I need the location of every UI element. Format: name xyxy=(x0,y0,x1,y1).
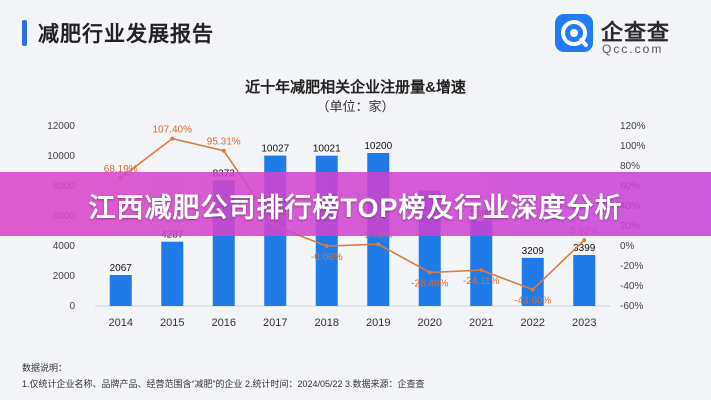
bar-value-label: 2067 xyxy=(110,263,133,274)
bar xyxy=(573,255,596,306)
qcc-logo-icon xyxy=(555,14,593,52)
x-tick-label: 2022 xyxy=(521,317,545,329)
y-right-tick-label: -20% xyxy=(620,261,643,272)
overlay-banner xyxy=(0,172,711,236)
growth-rate-label: 95.31% xyxy=(207,137,241,148)
growth-rate-line xyxy=(120,137,585,291)
x-tick-label: 2018 xyxy=(315,317,339,329)
qcc-logo: 企查查 Qcc.com xyxy=(555,14,700,60)
growth-rate-label: -0.06% xyxy=(311,252,343,263)
growth-rate-label: 107.40% xyxy=(153,125,193,136)
bar-value-label: 3209 xyxy=(522,246,545,257)
bar-value-label: 10027 xyxy=(261,144,289,155)
x-tick-label: 2016 xyxy=(212,317,236,329)
header-accent-bar xyxy=(22,20,27,46)
y-right-tick-label: 120% xyxy=(620,121,646,132)
bar xyxy=(161,241,184,306)
y-left-tick-label: 12000 xyxy=(47,121,75,132)
chart-subtitle: （单位：家） xyxy=(316,99,395,114)
bar-value-label: 10021 xyxy=(313,144,341,155)
y-right-tick-label: 100% xyxy=(620,141,646,152)
x-tick-label: 2019 xyxy=(366,317,390,329)
y-left-tick-label: 2000 xyxy=(53,271,76,282)
growth-rate-point xyxy=(427,270,432,275)
growth-rate-point xyxy=(479,268,484,273)
growth-rate-label: -24.11% xyxy=(463,276,500,287)
y-right-tick-label: 80% xyxy=(620,161,640,172)
y-left-tick-label: 10000 xyxy=(47,151,75,162)
notes-heading: 数据说明： xyxy=(22,363,68,373)
growth-rate-label: -26.49% xyxy=(411,278,448,289)
growth-rate-point xyxy=(324,244,329,249)
x-tick-label: 2023 xyxy=(572,317,596,329)
growth-rate-point xyxy=(170,136,175,141)
x-tick-label: 2014 xyxy=(109,317,133,329)
banner-title: 江西减肥公司排行榜TOP榜及行业深度分析 xyxy=(88,193,623,223)
data-notes: 数据说明： 1.仅统计企业名称、品牌产品、经营范围含“减肥”的企业 2.统计时间… xyxy=(22,360,425,392)
growth-rate-point xyxy=(582,238,587,243)
x-tick-label: 2017 xyxy=(263,317,287,329)
growth-rate-point xyxy=(376,242,381,247)
bar xyxy=(109,274,132,306)
growth-rate-point xyxy=(221,148,226,153)
report-title: 减肥行业发展报告 xyxy=(38,23,214,46)
y-right-tick-label: -60% xyxy=(620,301,643,312)
logo-url: Qcc.com xyxy=(602,42,664,56)
bar xyxy=(470,220,493,306)
bar-value-label: 3399 xyxy=(573,243,596,254)
growth-rate-label: 68.19% xyxy=(104,164,138,175)
x-tick-label: 2020 xyxy=(418,317,442,329)
bar xyxy=(521,257,544,306)
logo-name: 企查查 xyxy=(601,20,671,45)
chart-title: 近十年减肥相关企业注册量&增速 xyxy=(245,79,466,96)
y-right-tick-label: -40% xyxy=(620,281,643,292)
y-left-tick-label: 4000 xyxy=(53,241,76,252)
y-right-tick-label: 0% xyxy=(620,241,635,252)
notes-line: 1.仅统计企业名称、品牌产品、经营范围含“减肥”的企业 2.统计时间：2024/… xyxy=(22,379,425,389)
growth-rate-point xyxy=(530,287,535,292)
bar-value-label: 10200 xyxy=(364,141,392,152)
x-tick-label: 2015 xyxy=(160,317,184,329)
x-tick-label: 2021 xyxy=(469,317,493,329)
y-left-tick-label: 0 xyxy=(69,301,75,312)
growth-rate-label: -43.60% xyxy=(514,296,551,307)
